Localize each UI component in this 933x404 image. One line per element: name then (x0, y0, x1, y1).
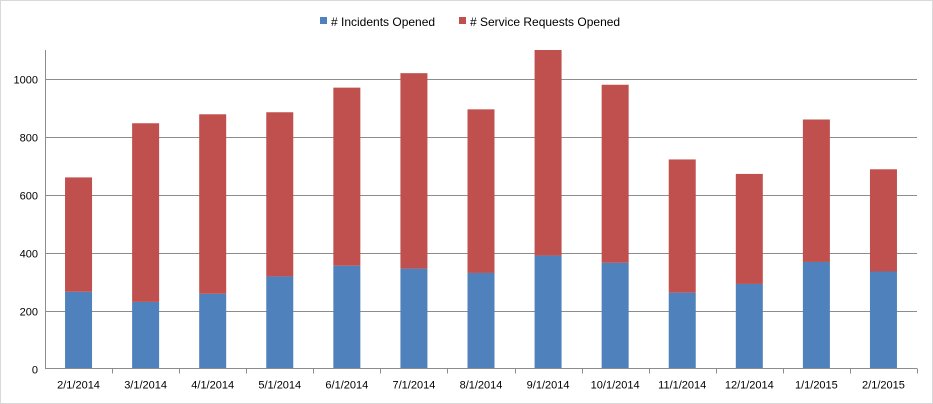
x-tick-label: 12/1/2014 (725, 380, 774, 392)
bar-service-requests (467, 109, 495, 273)
bar-incidents (65, 291, 93, 369)
bar-service-requests (132, 123, 160, 302)
x-tick-label: 2/1/2014 (57, 380, 100, 392)
x-tick-label: 4/1/2014 (191, 380, 234, 392)
bar-incidents (668, 292, 696, 369)
bar-incidents (735, 283, 763, 369)
legend-label-service-requests: # Service Requests Opened (470, 15, 620, 29)
bar-service-requests (65, 177, 93, 292)
x-tick-label: 10/1/2014 (591, 380, 640, 392)
bar-service-requests (668, 159, 696, 293)
bar-service-requests (266, 112, 294, 277)
x-tick-label: 11/1/2014 (658, 380, 706, 392)
bar-incidents (601, 262, 629, 369)
bar-incidents (400, 268, 428, 369)
bar-service-requests (400, 73, 428, 269)
x-tick-label: 9/1/2014 (527, 380, 570, 392)
legend-label-incidents: # Incidents Opened (331, 15, 435, 29)
bar-service-requests (333, 87, 361, 266)
y-tick-label: 800 (20, 133, 38, 145)
bar-incidents (132, 301, 160, 369)
bar-incidents (534, 255, 562, 369)
y-tick-label: 0 (32, 365, 38, 377)
x-tick-label: 3/1/2014 (124, 380, 167, 392)
bars (65, 50, 897, 369)
y-tick-label: 400 (20, 249, 38, 261)
bar-service-requests (601, 84, 629, 263)
x-tick-label: 2/1/2015 (862, 380, 905, 392)
bar-service-requests (802, 119, 830, 262)
x-tick-label: 1/1/2015 (795, 380, 838, 392)
x-axis: 2/1/2014 3/1/2014 4/1/2014 5/1/2014 6/1/2014… (45, 368, 918, 392)
x-tick-label: 8/1/2014 (460, 380, 503, 392)
x-tick-label: 6/1/2014 (325, 380, 368, 392)
legend-swatch-incidents (320, 17, 327, 24)
bar-incidents (869, 271, 897, 369)
y-tick-label: 600 (20, 191, 38, 203)
bar-service-requests (199, 114, 227, 294)
bar-service-requests (735, 173, 763, 284)
legend-swatch-service-requests (459, 17, 466, 24)
x-tick-label: 5/1/2014 (258, 380, 301, 392)
bar-service-requests (534, 50, 562, 256)
bar-incidents (266, 276, 294, 369)
bar-incidents (199, 293, 227, 369)
legend: # Incidents Opened # Service Requests Op… (320, 15, 620, 29)
y-axis: 0 200 400 600 800 1000 (14, 50, 46, 377)
bar-incidents (802, 261, 830, 369)
bar-incidents (333, 265, 361, 369)
bar-incidents (467, 272, 495, 369)
y-tick-label: 200 (20, 307, 38, 319)
bar-service-requests (869, 169, 897, 272)
x-tick-label: 7/1/2014 (393, 380, 436, 392)
y-tick-label: 1000 (14, 75, 38, 87)
